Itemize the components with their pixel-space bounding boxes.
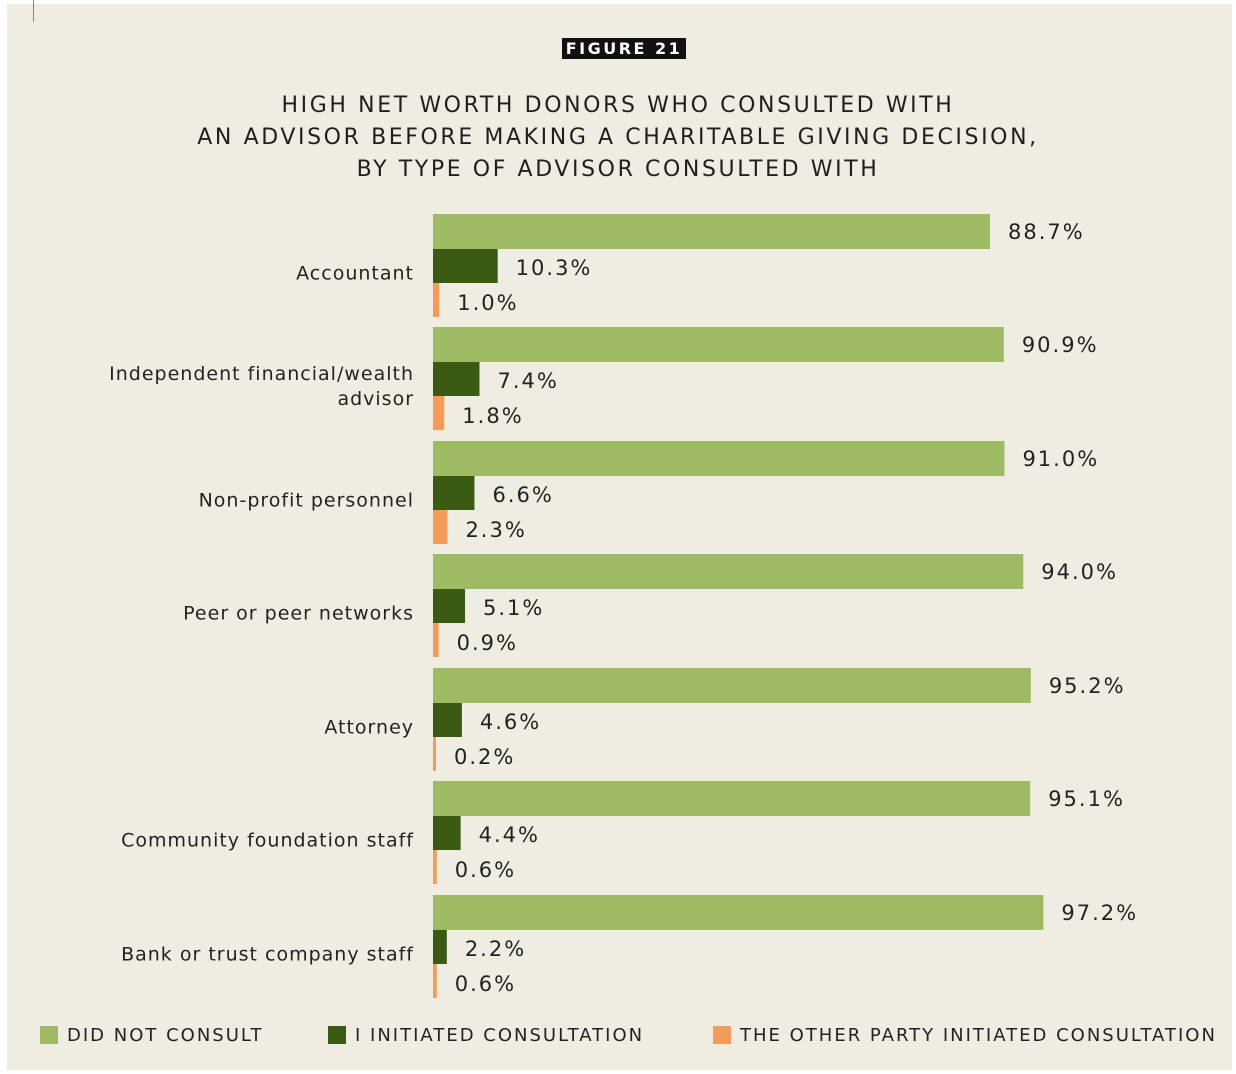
chart-title-line: BY TYPE OF ADVISOR CONSULTED WITH	[356, 157, 880, 182]
data-label: 0.6%	[455, 972, 516, 996]
bar-i-initiated	[433, 362, 480, 396]
bar-other-party-initiated	[433, 737, 436, 771]
data-label: 88.7%	[1008, 220, 1085, 244]
data-label: 6.6%	[492, 483, 553, 507]
category-label: Non-profit personnel	[199, 490, 414, 512]
data-label: 10.3%	[516, 256, 593, 280]
bar-other-party-initiated	[433, 283, 440, 317]
legend-label: THE OTHER PARTY INITIATED CONSULTATION	[740, 1024, 1217, 1046]
bar-did-not-consult	[433, 554, 1024, 589]
figure-label: FIGURE 21	[562, 38, 686, 59]
bar-did-not-consult	[433, 327, 1004, 362]
chart-title-line: HIGH NET WORTH DONORS WHO CONSULTED WITH	[281, 93, 955, 118]
bar-did-not-consult	[433, 895, 1044, 930]
legend-swatch-did-not-consult	[40, 1026, 58, 1044]
data-label: 0.9%	[457, 631, 518, 655]
category-label: Attorney	[324, 717, 414, 739]
bar-i-initiated	[433, 703, 462, 737]
data-label: 97.2%	[1061, 901, 1138, 925]
data-label: 95.1%	[1048, 787, 1125, 811]
category-label: Community foundation staff	[121, 830, 414, 852]
bar-i-initiated	[433, 816, 461, 850]
data-label: 95.2%	[1049, 674, 1126, 698]
legend-item-other-party-initiated: THE OTHER PARTY INITIATED CONSULTATION	[713, 1024, 1217, 1046]
data-label: 2.3%	[465, 518, 526, 542]
chart-title: HIGH NET WORTH DONORS WHO CONSULTED WITH…	[0, 90, 1236, 186]
data-label: 7.4%	[497, 369, 558, 393]
chart-panel	[7, 4, 1232, 1070]
page-edge-mark	[33, 0, 34, 22]
data-label: 0.6%	[455, 858, 516, 882]
data-label: 1.8%	[462, 404, 523, 428]
legend-item-did-not-consult: DID NOT CONSULT	[40, 1024, 263, 1046]
data-label: 5.1%	[483, 596, 544, 620]
bar-i-initiated	[433, 476, 475, 510]
category-label: Accountant	[296, 263, 414, 285]
bar-other-party-initiated	[433, 964, 437, 998]
bar-other-party-initiated	[433, 623, 439, 657]
category-label: advisor	[337, 388, 414, 410]
legend-label: DID NOT CONSULT	[67, 1024, 264, 1046]
bar-i-initiated	[433, 589, 466, 623]
bar-other-party-initiated	[433, 510, 448, 544]
data-label: 4.4%	[479, 823, 540, 847]
data-label: 90.9%	[1022, 333, 1099, 357]
bar-did-not-consult	[433, 668, 1031, 703]
data-label: 0.2%	[454, 745, 515, 769]
bar-did-not-consult	[433, 781, 1031, 816]
legend-swatch-i-initiated	[328, 1026, 346, 1044]
bar-did-not-consult	[433, 214, 990, 249]
bar-other-party-initiated	[433, 850, 437, 884]
data-label: 4.6%	[480, 710, 541, 734]
legend-label: I INITIATED CONSULTATION	[355, 1024, 645, 1046]
category-label: Bank or trust company staff	[121, 944, 414, 966]
data-label: 91.0%	[1022, 447, 1099, 471]
bar-i-initiated	[433, 930, 447, 964]
data-label: 1.0%	[457, 291, 518, 315]
chart-title-line: AN ADVISOR BEFORE MAKING A CHARITABLE GI…	[197, 125, 1039, 150]
bar-other-party-initiated	[433, 396, 445, 430]
category-label: Peer or peer networks	[183, 603, 414, 625]
bar-did-not-consult	[433, 441, 1005, 476]
bar-i-initiated	[433, 249, 498, 283]
data-label: 2.2%	[465, 937, 526, 961]
data-label: 94.0%	[1041, 560, 1118, 584]
legend-swatch-other-party-initiated	[713, 1026, 731, 1044]
category-label: Independent financial/wealth	[109, 363, 414, 385]
legend-item-i-initiated: I INITIATED CONSULTATION	[328, 1024, 644, 1046]
